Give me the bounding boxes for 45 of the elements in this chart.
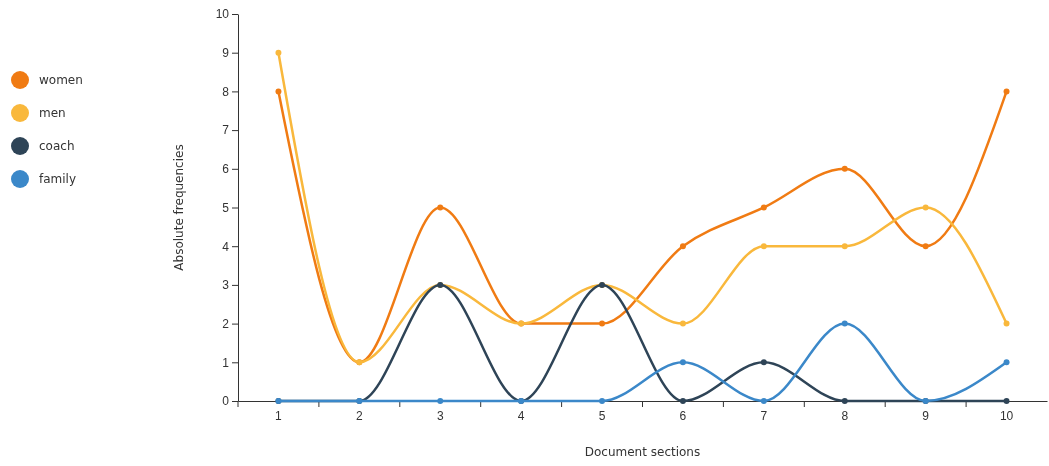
x-axis-title: Document sections: [584, 445, 701, 459]
point: [275, 49, 282, 56]
x-tick-label: 10: [999, 408, 1014, 423]
point: [1003, 88, 1010, 95]
legend-label: men: [39, 106, 66, 120]
y-tick-label: 2: [222, 316, 230, 331]
point: [760, 243, 767, 250]
point: [760, 204, 767, 211]
x-tick-label: 6: [679, 408, 687, 423]
x-tick-label: 4: [517, 408, 525, 423]
point: [841, 320, 848, 327]
point: [437, 204, 444, 211]
point: [841, 243, 848, 250]
legend-label: women: [39, 73, 83, 87]
y-tick-label: 0: [222, 394, 230, 409]
x-tick-label: 8: [841, 408, 849, 423]
point: [679, 359, 686, 366]
point: [1003, 320, 1010, 327]
y-tick-label: 8: [222, 84, 230, 99]
point: [841, 165, 848, 172]
y-tick-label: 10: [215, 7, 230, 22]
y-tick-label: 5: [222, 200, 230, 215]
y-tick-label: 7: [222, 123, 230, 138]
x-tick-label: 5: [598, 408, 606, 423]
x-tick-label: 9: [922, 408, 930, 423]
point: [760, 359, 767, 366]
x-tick-label: 3: [436, 408, 444, 423]
x-tick-label: 7: [760, 408, 768, 423]
legend-label: coach: [39, 139, 75, 153]
y-axis-title: Absolute frequencies: [172, 144, 186, 271]
point: [1003, 359, 1010, 366]
y-tick-label: 1: [222, 355, 230, 370]
point: [599, 320, 606, 327]
point: [275, 88, 282, 95]
y-tick-label: 6: [222, 162, 230, 177]
x-tick-label: 2: [356, 408, 364, 423]
y-tick-label: 3: [222, 278, 230, 293]
legend-label: family: [39, 172, 77, 186]
y-tick-label: 9: [222, 46, 230, 61]
y-tick-label: 4: [222, 239, 230, 254]
point: [922, 243, 929, 250]
point: [679, 243, 686, 250]
x-tick-label: 1: [275, 408, 283, 423]
point: [679, 320, 686, 327]
point: [922, 204, 929, 211]
